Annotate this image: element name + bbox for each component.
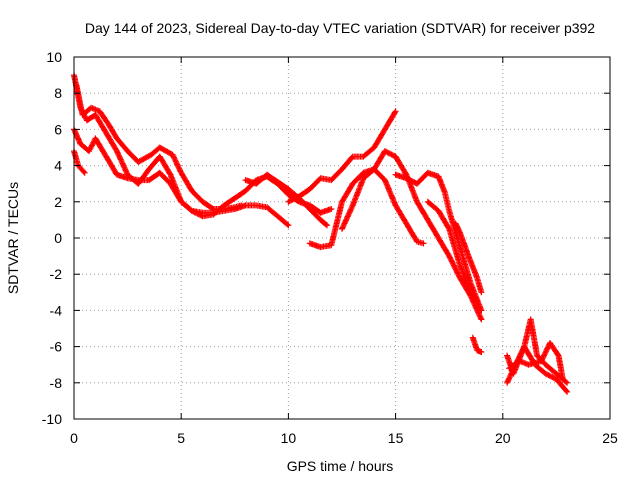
chart-title: Day 144 of 2023, Sidereal Day-to-day VTE… <box>85 20 595 36</box>
x-tick-label: 5 <box>177 430 185 446</box>
y-tick-label: 0 <box>54 230 62 246</box>
data-point-markers <box>506 340 566 383</box>
series-track-9 <box>392 169 485 314</box>
x-axis-ticks: 0 5 10 15 20 25 <box>70 57 618 446</box>
data-point-markers <box>424 198 481 305</box>
data-point-markers <box>285 108 399 205</box>
data-point-markers <box>392 169 485 314</box>
series-track-2 <box>73 81 245 212</box>
y-tick-label: 10 <box>46 49 62 65</box>
y-axis-ticks: -10 -8 -6 -4 -2 0 2 4 6 8 10 <box>42 49 610 427</box>
y-tick-label: 4 <box>54 158 62 174</box>
data-point-markers <box>469 334 485 355</box>
y-tick-label: -4 <box>50 302 63 318</box>
x-tick-label: 10 <box>281 430 297 446</box>
y-tick-label: -10 <box>42 411 62 427</box>
data-point-markers <box>73 81 245 212</box>
data-point-markers <box>339 166 427 247</box>
series-track-6 <box>285 108 399 205</box>
series-track-15 <box>506 340 566 383</box>
series-track-10 <box>424 198 481 305</box>
series-track-8 <box>339 166 427 247</box>
y-tick-label: 6 <box>54 121 62 137</box>
data-point-markers <box>452 220 485 296</box>
y-tick-label: -2 <box>50 266 63 282</box>
data-series <box>71 72 571 395</box>
series-track-11 <box>452 220 485 296</box>
x-tick-label: 20 <box>495 430 511 446</box>
y-tick-label: -6 <box>50 339 63 355</box>
y-tick-label: 2 <box>54 194 62 210</box>
series-track-5 <box>242 171 330 229</box>
x-tick-label: 25 <box>602 430 618 446</box>
data-point-markers <box>242 171 330 229</box>
x-axis-title: GPS time / hours <box>287 458 394 474</box>
y-axis-title: SDTVAR / TECUs <box>5 182 21 294</box>
y-tick-label: 8 <box>54 85 62 101</box>
x-tick-label: 0 <box>70 430 78 446</box>
x-tick-label: 15 <box>388 430 404 446</box>
series-track-12 <box>469 334 485 355</box>
y-tick-label: -8 <box>50 375 63 391</box>
